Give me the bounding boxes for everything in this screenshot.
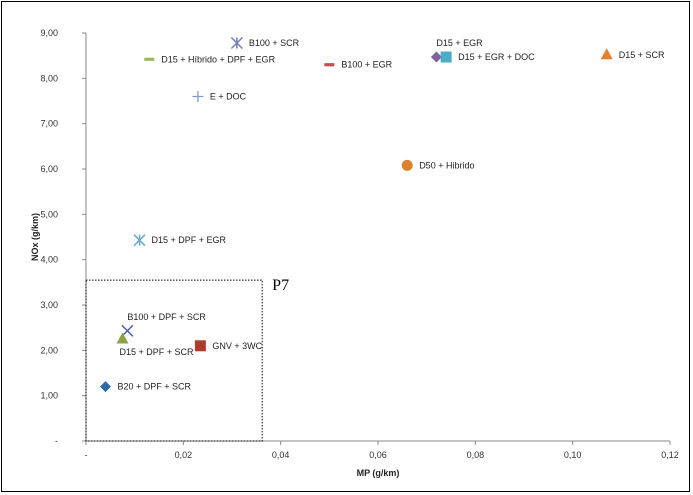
data-point: D15 + EGR + DOC [440,51,535,63]
data-point: D15 + SCR [600,48,665,60]
point-label: D15 + DPF + EGR [152,235,227,245]
data-point: D15 + Híbrido + DPF + EGR [144,54,276,64]
x-tick-label: 0,06 [369,450,387,460]
marker-diamond [99,381,111,393]
point-label: D15 + EGR [436,38,483,48]
axes [82,32,671,445]
x-tick-label: 0,02 [175,450,193,460]
y-tick-label: 3,00 [40,300,58,310]
data-point: D15 + DPF + EGR [133,234,227,247]
annotation-region: P7 [85,277,289,442]
y-tick-label: 9,00 [40,28,58,38]
x-tick-label: 0,10 [564,450,582,460]
marker-dash [324,63,335,67]
y-tick-label: - [55,436,58,446]
data-point: D50 + Hibrido [401,159,474,171]
marker-diamond [430,51,442,63]
annotation-label: P7 [272,277,289,294]
data-points: B100 + SCR D15 + Híbrido + DPF + EGR B100 … [99,36,665,393]
data-point: D15 + DPF + SCR [116,332,195,357]
point-label: D15 + SCR [619,50,665,60]
marker-circle [401,159,413,171]
tick-labels: - 0,02 0,04 0,06 0,08 0,10 0,12 - 1,00 2,00 3,00 4,… [40,28,678,460]
x-tick-label: 0,12 [661,450,679,460]
y-tick-label: 8,00 [40,73,58,83]
point-label: B20 + DPF + SCR [117,382,191,392]
y-tick-label: 7,00 [40,119,58,129]
point-label: D50 + Hibrido [419,160,474,170]
data-point: B100 + EGR [324,60,393,70]
point-label: D15 + EGR + DOC [458,52,535,62]
marker-square [440,51,452,63]
marker-x-star [230,36,243,50]
x-tick-label: 0,04 [272,450,290,460]
data-point: B100 + DPF + SCR [121,312,206,337]
y-tick-label: 2,00 [40,345,58,355]
annotation-box [85,279,263,442]
marker-triangle [116,332,129,344]
data-point: D15 + EGR [430,38,483,63]
data-point: B100 + SCR [230,36,300,50]
y-tick-label: 5,00 [40,209,58,219]
point-label: B100 + DPF + SCR [127,312,206,322]
point-label: D15 + DPF + SCR [120,347,195,357]
data-point: E + DOC [192,90,247,102]
y-axis-title: NOx (g/km) [30,213,40,261]
marker-square [194,340,206,352]
point-label: B100 + SCR [249,38,300,48]
marker-dash [144,57,155,61]
marker-x-star [133,234,146,247]
data-point: GNV + 3WC [194,340,263,352]
x-tick-label: - [85,450,88,460]
marker-triangle [600,48,613,60]
y-tick-label: 1,00 [40,391,58,401]
marker-x [121,324,134,337]
point-label: GNV + 3WC [212,341,262,351]
marker-plus [192,90,204,102]
y-tick-label: 6,00 [40,164,58,174]
x-axis-title: MP (g/km) [357,468,400,478]
point-label: D15 + Híbrido + DPF + EGR [161,54,275,64]
data-point: B20 + DPF + SCR [99,381,191,393]
point-label: B100 + EGR [341,60,392,70]
y-tick-label: 4,00 [40,255,58,265]
point-label: E + DOC [210,91,247,101]
x-tick-label: 0,08 [467,450,485,460]
